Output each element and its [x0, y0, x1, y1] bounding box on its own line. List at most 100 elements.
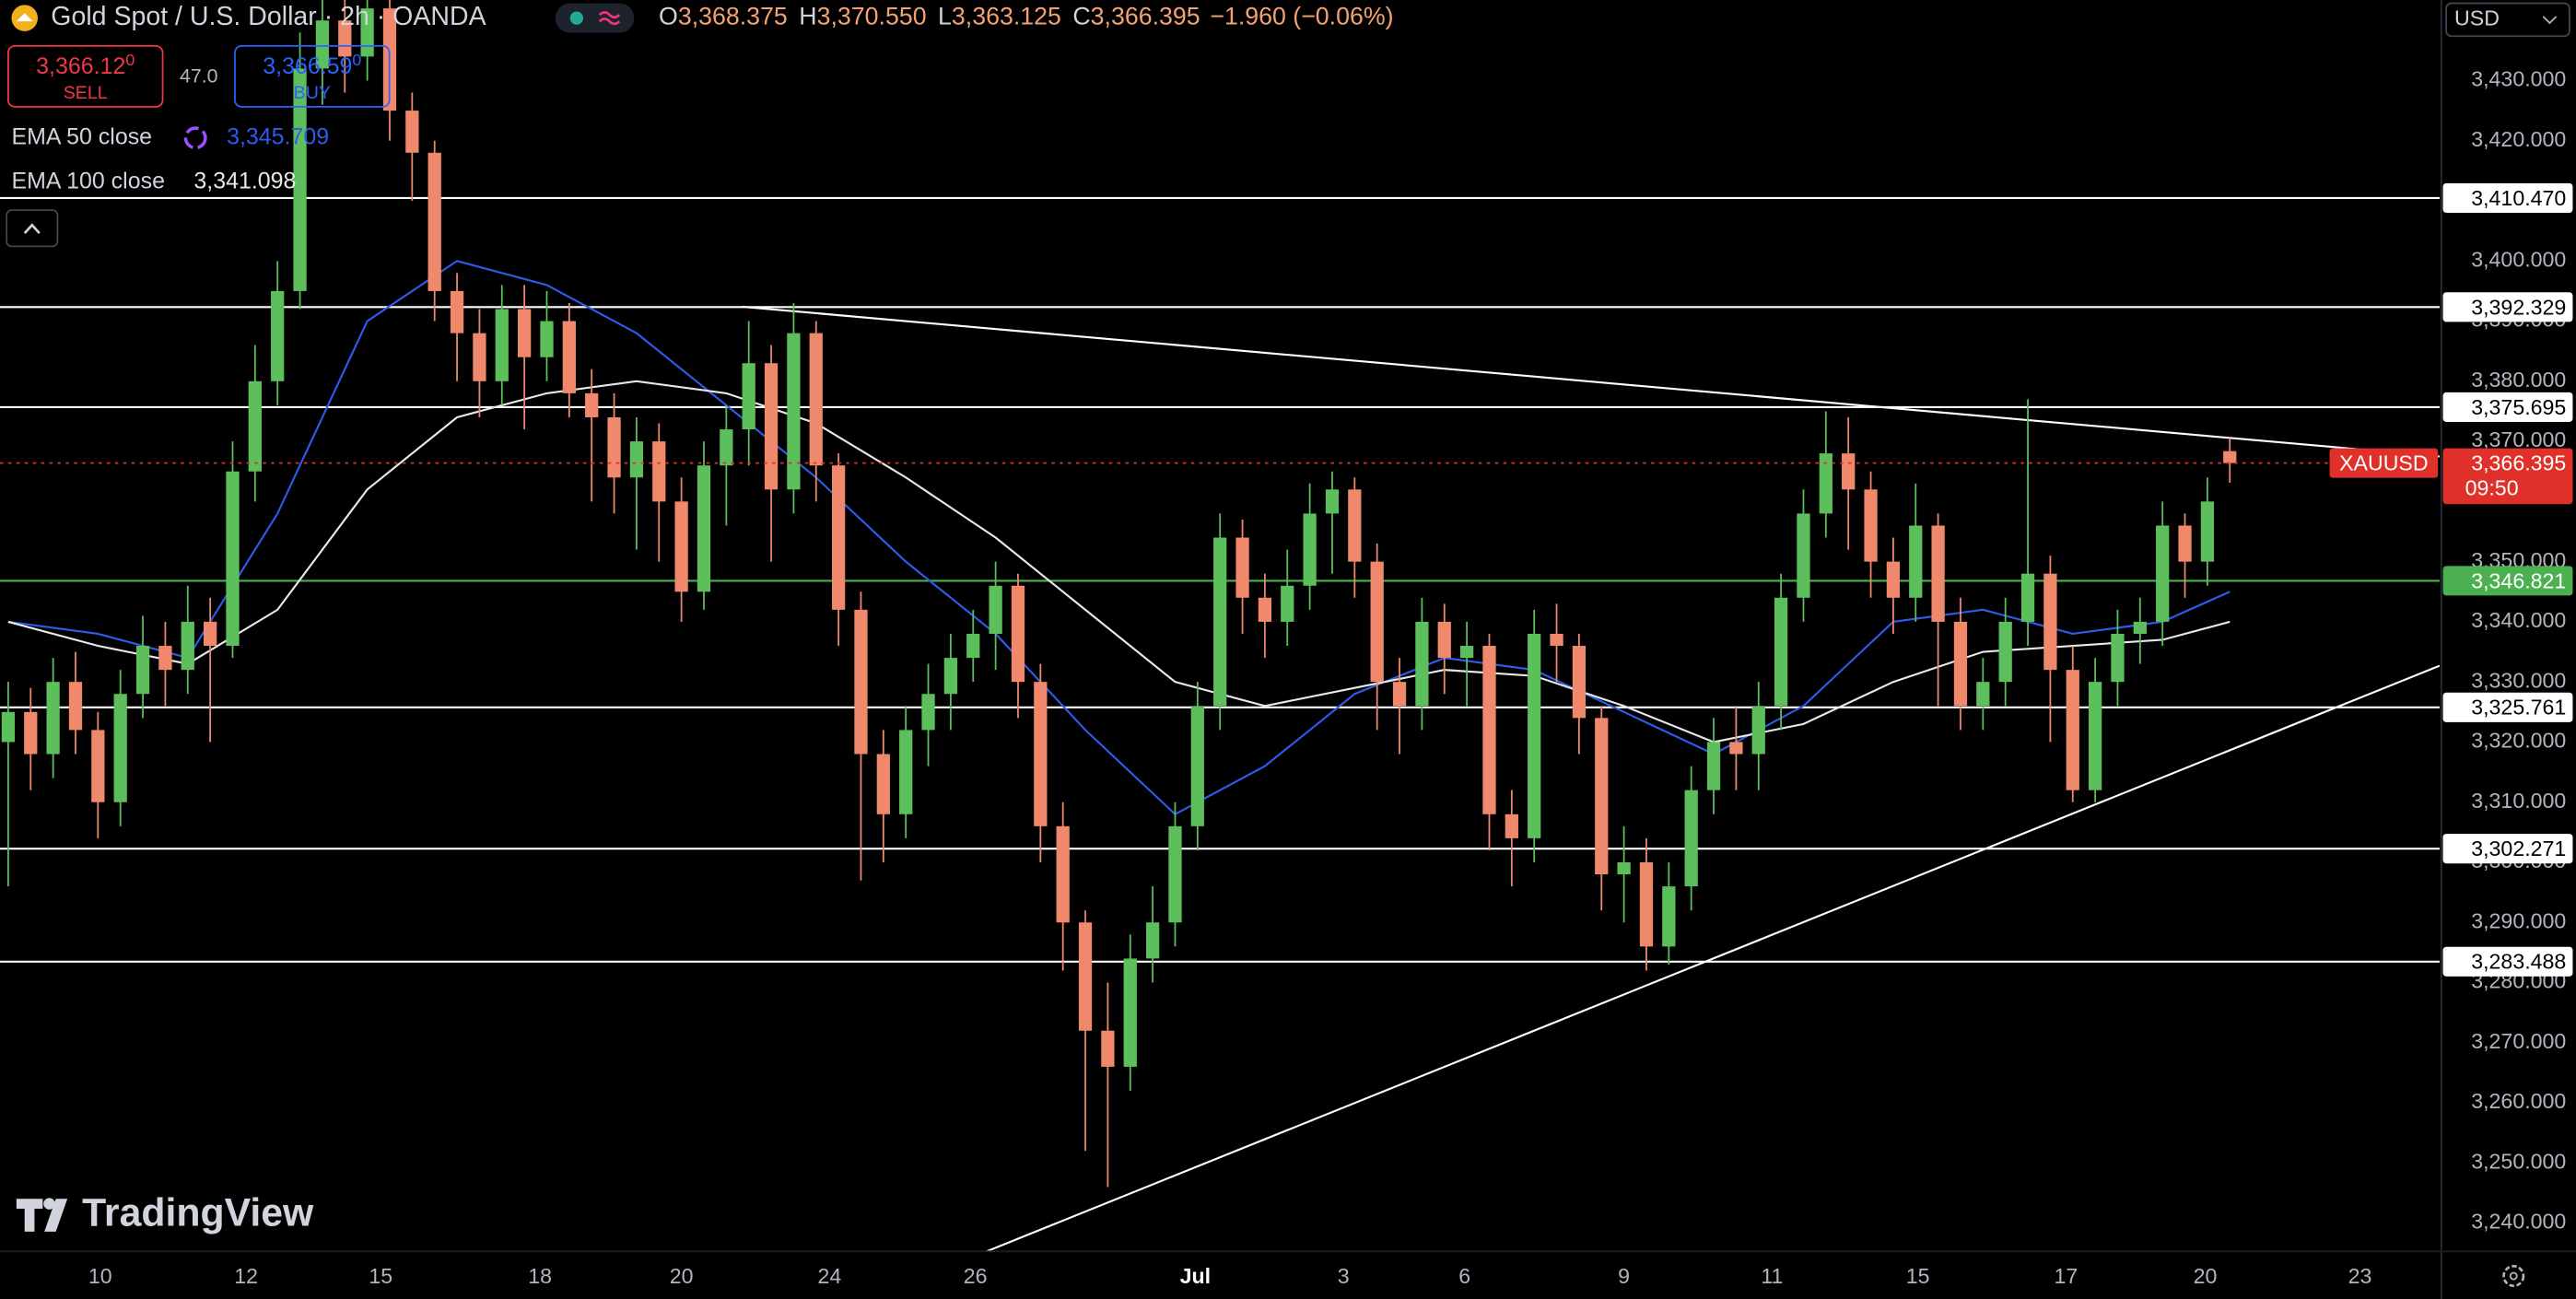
- candle-body: [2088, 682, 2102, 790]
- candle-body: [540, 321, 554, 357]
- sell-price-main: 3,366.12: [36, 53, 125, 79]
- chart-title: Gold Spot / U.S. Dollar · 2h · OANDA: [51, 2, 486, 31]
- y-tick-label: 3,380.000: [2471, 368, 2566, 392]
- y-tick-label: 3,340.000: [2471, 608, 2566, 632]
- ohlc-key: H: [799, 3, 816, 30]
- settings-icon-center: [2509, 1271, 2518, 1281]
- candle-body: [562, 321, 576, 393]
- delay-icon: [598, 11, 621, 26]
- candle-body: [360, 8, 374, 57]
- candle-body: [899, 730, 913, 814]
- x-tick-label: 26: [964, 1264, 988, 1288]
- y-tick-label: 3,330.000: [2471, 668, 2566, 692]
- symbol-label-box: [2329, 448, 2439, 478]
- x-tick-label: 3: [1338, 1264, 1350, 1288]
- level-label-box: [2442, 566, 2573, 596]
- collapse-button[interactable]: [6, 209, 59, 248]
- candle-body: [1459, 646, 1474, 659]
- candle-body: [2066, 670, 2079, 790]
- x-tick-label: 20: [670, 1264, 694, 1288]
- x-tick-label: Jul: [1180, 1264, 1211, 1288]
- candle-body: [607, 416, 621, 478]
- y-tick-label: 3,320.000: [2471, 729, 2566, 753]
- level-label-box: [2442, 182, 2573, 213]
- y-tick-label: 3,250.000: [2471, 1149, 2566, 1173]
- candle-body: [1123, 958, 1137, 1067]
- candle-body: [2133, 621, 2147, 634]
- candle-body: [1078, 922, 1093, 1031]
- candle-body: [1639, 861, 1654, 947]
- candle-body: [764, 363, 779, 490]
- candle-body: [1706, 742, 1721, 790]
- candle-body: [1595, 718, 1609, 875]
- ema100-value: 3,341.098: [193, 168, 296, 193]
- buy-price: 3,366.590: [263, 51, 361, 79]
- candle-body: [2020, 573, 2035, 622]
- candle-body: [1505, 813, 1518, 838]
- candle-body: [1101, 1030, 1115, 1067]
- candle-body: [831, 465, 846, 610]
- y-tick-label: 3,290.000: [2471, 908, 2566, 932]
- currency-chevron: [2542, 16, 2558, 25]
- candle-body: [1213, 537, 1227, 707]
- chevron-up: [23, 223, 41, 235]
- y-tick-label: 3,260.000: [2471, 1089, 2566, 1113]
- candle-body: [1729, 742, 1743, 755]
- candle-body: [787, 333, 801, 490]
- candle-body: [809, 333, 823, 466]
- level-label-box: [2442, 392, 2573, 422]
- candle-body: [1235, 537, 1249, 598]
- candle-body: [854, 609, 868, 755]
- x-tick-label: 17: [2055, 1264, 2078, 1288]
- buy-button[interactable]: [234, 45, 391, 108]
- candle-body: [293, 68, 307, 291]
- ema-line: [7, 260, 2231, 816]
- currency-selector[interactable]: [2445, 2, 2570, 38]
- candle-body: [720, 429, 733, 466]
- candle-body: [1056, 825, 1070, 923]
- candle-body: [1864, 489, 1878, 562]
- status-pill[interactable]: [555, 3, 635, 33]
- spread: 47.0: [180, 64, 218, 87]
- loading-icon: [183, 126, 207, 150]
- sell-button[interactable]: [7, 45, 164, 108]
- last-price-label: 3,366.395: [2471, 451, 2566, 475]
- candle-body: [1909, 525, 1923, 598]
- level-label: 3,325.761: [2471, 696, 2566, 720]
- candle-body: [1281, 585, 1294, 622]
- candle-body: [966, 633, 980, 659]
- sell-price: 3,366.120: [36, 51, 135, 79]
- x-tick-label: 15: [369, 1264, 392, 1288]
- candle-body: [181, 621, 194, 671]
- buy-price-main: 3,366.59: [263, 53, 352, 79]
- buy-label: BUY: [294, 83, 331, 103]
- candle-body: [674, 501, 688, 592]
- settings-icon[interactable]: [2502, 1265, 2525, 1288]
- candle-body: [1437, 621, 1451, 659]
- x-tick-label: 18: [528, 1264, 552, 1288]
- candle-body: [1190, 706, 1204, 826]
- candle-body: [1774, 597, 1788, 707]
- ohlc-key: L: [938, 3, 952, 30]
- candle-body: [1976, 682, 1990, 707]
- y-tick-label: 3,270.000: [2471, 1029, 2566, 1053]
- candle-body: [473, 333, 486, 381]
- buy-price-tail: 0: [352, 51, 361, 69]
- candle-body: [1145, 922, 1160, 959]
- y-tick-label: 3,420.000: [2471, 127, 2566, 151]
- candle-body: [1797, 513, 1810, 598]
- candle-body: [1482, 646, 1496, 814]
- candle-body: [46, 682, 60, 755]
- watermark-logo: [16, 1199, 68, 1232]
- x-tick-label: 10: [88, 1264, 112, 1288]
- ohlc-legend: O3,368.375 H3,370.550 L3,363.125 C3,366.395…: [659, 3, 1393, 30]
- x-tick-label: 9: [1618, 1264, 1630, 1288]
- candle-body: [1662, 886, 1676, 947]
- ohlc-value: 3,368.375: [678, 3, 788, 30]
- ohlc-value: 3,363.125: [952, 3, 1061, 30]
- candle-body: [2223, 451, 2237, 463]
